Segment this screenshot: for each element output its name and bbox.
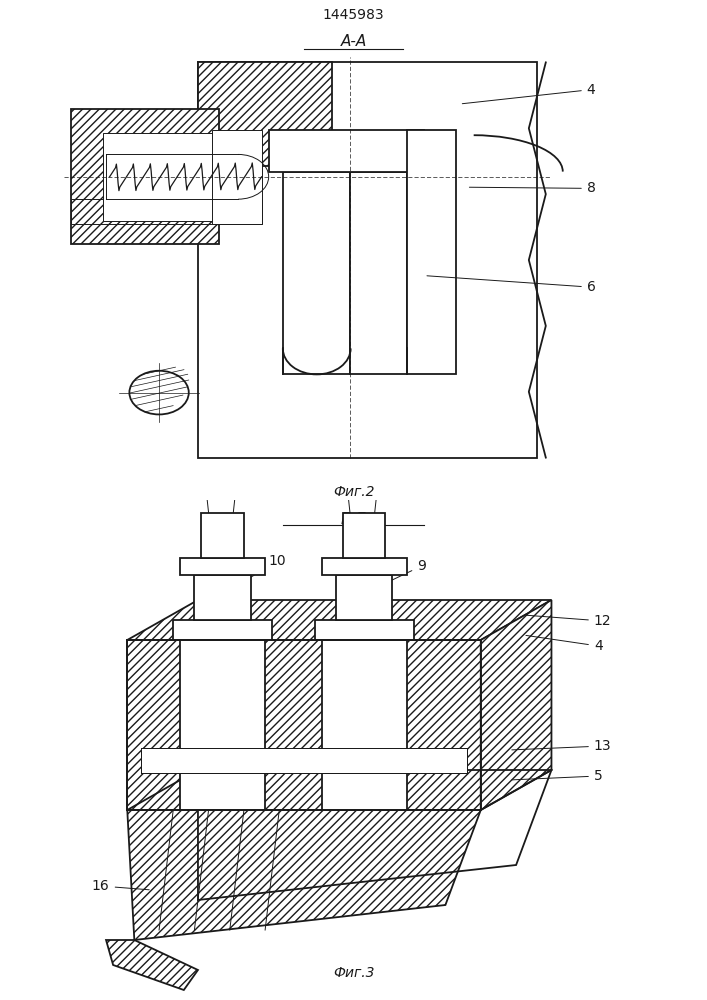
Text: 4: 4	[526, 635, 602, 653]
Bar	[180, 558, 265, 575]
Text: Б-Б: Б-Б	[340, 512, 367, 528]
Bar	[194, 575, 251, 620]
Text: 8: 8	[469, 181, 596, 195]
Bar	[141, 748, 467, 772]
Text: 4: 4	[462, 83, 595, 104]
Text: Фиг.3: Фиг.3	[333, 966, 374, 980]
Bar	[71, 109, 219, 244]
Bar	[283, 172, 350, 374]
Bar	[103, 133, 216, 221]
Bar	[198, 62, 537, 458]
Bar	[322, 640, 407, 810]
Text: 5: 5	[512, 769, 602, 783]
Bar	[269, 130, 424, 172]
Text: 1445983: 1445983	[322, 8, 385, 22]
Bar	[336, 575, 392, 620]
Text: Фиг.2: Фиг.2	[333, 485, 374, 499]
Polygon shape	[71, 199, 262, 224]
Polygon shape	[127, 810, 481, 940]
Polygon shape	[106, 940, 198, 990]
Text: 16: 16	[92, 879, 149, 893]
Bar	[350, 172, 407, 374]
Text: 6: 6	[427, 276, 596, 294]
Text: 10: 10	[232, 554, 286, 589]
Text: 9: 9	[374, 559, 426, 589]
Bar	[315, 620, 414, 640]
Bar	[173, 620, 272, 640]
Bar	[212, 130, 262, 224]
Text: 12: 12	[526, 614, 612, 628]
Text: А-А: А-А	[340, 34, 367, 49]
Bar	[343, 512, 385, 558]
Bar	[322, 558, 407, 575]
Polygon shape	[481, 600, 551, 810]
Bar	[198, 62, 332, 166]
Text: 13: 13	[512, 739, 612, 753]
Polygon shape	[127, 640, 481, 810]
Bar	[407, 130, 456, 374]
Bar	[201, 512, 244, 558]
Polygon shape	[127, 600, 551, 640]
Bar	[180, 640, 265, 810]
Circle shape	[129, 371, 189, 414]
